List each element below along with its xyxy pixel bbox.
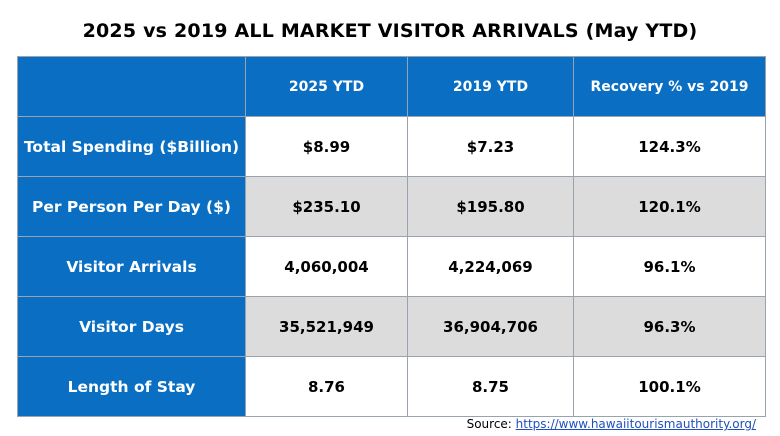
table-row: Length of Stay 8.76 8.75 100.1%: [17, 356, 766, 417]
header-cell-2025-ytd: 2025 YTD: [245, 56, 408, 117]
row-label: Per Person Per Day ($): [17, 176, 246, 237]
table-cell: $7.23: [407, 116, 574, 177]
page-title: 2025 vs 2019 ALL MARKET VISITOR ARRIVALS…: [82, 20, 698, 42]
data-table: 2025 YTD 2019 YTD Recovery % vs 2019 Tot…: [17, 56, 766, 417]
table-row: Per Person Per Day ($) $235.10 $195.80 1…: [17, 176, 766, 237]
row-label: Length of Stay: [17, 356, 246, 417]
table-cell: 96.3%: [573, 296, 766, 357]
table-cell: 120.1%: [573, 176, 766, 237]
row-label: Visitor Arrivals: [17, 236, 246, 297]
header-cell-corner: [17, 56, 246, 117]
header-row: 2025 YTD 2019 YTD Recovery % vs 2019: [17, 56, 766, 117]
table-cell: 8.76: [245, 356, 408, 417]
table-cell: 4,224,069: [407, 236, 574, 297]
table-cell: $235.10: [245, 176, 408, 237]
table-cell: 36,904,706: [407, 296, 574, 357]
table-cell: 124.3%: [573, 116, 766, 177]
source-label: Source:: [466, 417, 516, 431]
table-cell: 4,060,004: [245, 236, 408, 297]
table-cell: 35,521,949: [245, 296, 408, 357]
table-cell: 100.1%: [573, 356, 766, 417]
table-cell: $8.99: [245, 116, 408, 177]
table-cell: $195.80: [407, 176, 574, 237]
header-cell-recovery: Recovery % vs 2019: [573, 56, 766, 117]
table-cell: 8.75: [407, 356, 574, 417]
table-cell: 96.1%: [573, 236, 766, 297]
header-cell-2019-ytd: 2019 YTD: [407, 56, 574, 117]
table-row: Visitor Arrivals 4,060,004 4,224,069 96.…: [17, 236, 766, 297]
row-label: Total Spending ($Billion): [17, 116, 246, 177]
row-label: Visitor Days: [17, 296, 246, 357]
table-row: Visitor Days 35,521,949 36,904,706 96.3%: [17, 296, 766, 357]
source-link[interactable]: https://www.hawaiitourismauthority.org/: [515, 417, 756, 431]
source-note: Source: https://www.hawaiitourismauthori…: [467, 417, 756, 431]
table-row: Total Spending ($Billion) $8.99 $7.23 12…: [17, 116, 766, 177]
